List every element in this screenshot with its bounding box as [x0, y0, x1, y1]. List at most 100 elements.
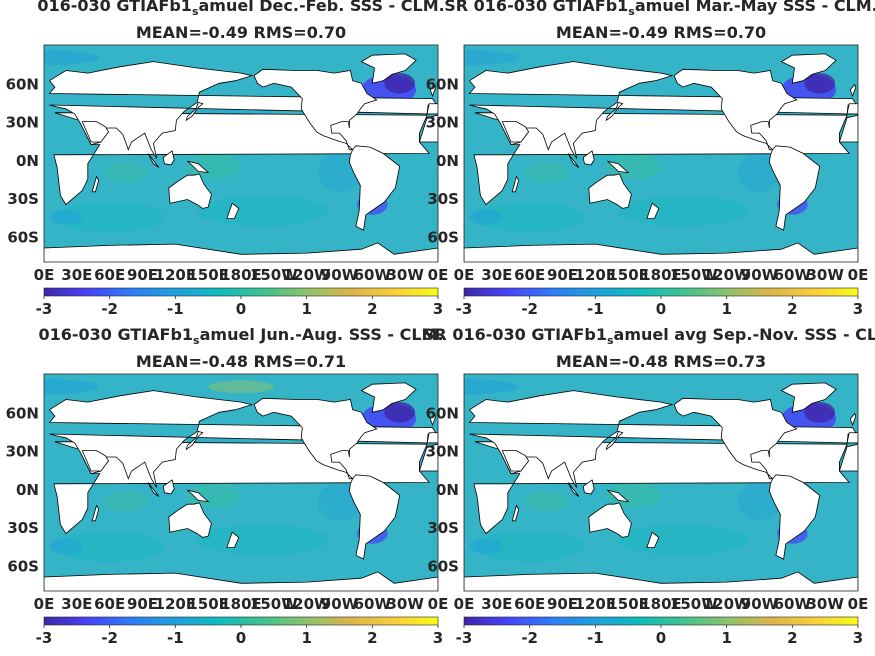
- panel-title-sub: s: [192, 5, 199, 18]
- x-tick-label: 120E: [155, 595, 197, 613]
- land-japan: [605, 430, 624, 451]
- land-westafrica: [418, 443, 438, 472]
- colorbar-tick-label: -2: [521, 300, 538, 318]
- land-japan: [605, 101, 624, 122]
- land-newguinea: [187, 489, 210, 503]
- colorbar-tick-label: -3: [36, 300, 53, 318]
- land-indonesia1: [567, 482, 580, 497]
- anomaly-patch: [208, 380, 274, 394]
- land-eurasia: [48, 61, 437, 159]
- anomaly-patch: [44, 50, 99, 66]
- panel-title-left: 016-030 GTIAFb1: [37, 0, 192, 15]
- map-panel-4: SR 016-030 GTIAFb1samuel avg Sep.-Nov. S…: [423, 325, 875, 647]
- land-australia: [168, 502, 212, 538]
- x-tick-label: 180E: [220, 266, 262, 284]
- anomaly-patch: [54, 531, 165, 562]
- map-area: [464, 45, 858, 262]
- land-southamerica: [348, 145, 401, 231]
- y-tick-label: 0N: [16, 481, 39, 499]
- land-australia: [168, 173, 212, 209]
- colorbar-tick-label: 3: [853, 300, 863, 318]
- x-tick-label: 60W: [774, 266, 812, 284]
- land-iberia: [426, 103, 438, 115]
- land-eurasia: [48, 390, 437, 488]
- land-greenland: [780, 382, 837, 413]
- x-tick-label: 180E: [640, 595, 682, 613]
- panel-title-sub: s: [193, 334, 200, 347]
- land-uk: [849, 83, 857, 98]
- panel-stats: MEAN=-0.49 RMS=0.70: [136, 23, 346, 42]
- anomaly-patch: [617, 195, 749, 227]
- panel-title-left: SR 016-030 GTIAFb1: [444, 0, 628, 15]
- y-tick-label: 60N: [426, 404, 459, 422]
- land-indonesia2: [162, 479, 175, 495]
- anomaly-patch: [617, 524, 749, 556]
- land-antarctica: [464, 242, 858, 262]
- x-tick-label: 90W: [741, 266, 779, 284]
- panel-title-left: SR 016-030 GTIAFb1: [423, 325, 607, 344]
- land-japan: [185, 430, 204, 451]
- colorbar-tick-label: 3: [433, 629, 443, 647]
- x-tick-label: 90E: [127, 266, 158, 284]
- x-tick-label: 150W: [250, 595, 298, 613]
- panel-title-right: amuel Jun.-Aug. SSS - CLM.: [200, 325, 444, 344]
- x-tick-label: 150W: [670, 266, 718, 284]
- land-northamerica: [673, 68, 798, 151]
- land-newguinea: [607, 160, 630, 174]
- land-iberia: [846, 432, 858, 444]
- panel-title-right: amuel avg Sep.-Nov. SSS - CLM.: [614, 325, 875, 344]
- x-tick-label: 30W: [386, 266, 424, 284]
- colorbar-tick-label: 3: [853, 629, 863, 647]
- colorbar-tick-label: 2: [787, 300, 797, 318]
- colorbar-tick-label: -1: [167, 300, 184, 318]
- land-southamerica: [768, 145, 821, 231]
- anomaly-patch: [384, 402, 416, 423]
- land-westafrica: [418, 114, 438, 143]
- anomaly-patch: [54, 202, 165, 233]
- y-tick-label: 30N: [6, 114, 39, 132]
- y-tick-label: 30N: [426, 443, 459, 461]
- x-tick-label: 120E: [155, 266, 197, 284]
- land-indonesia2: [582, 479, 595, 495]
- x-tick-label: 0E: [428, 266, 449, 284]
- colorbar-tick-label: 2: [787, 629, 797, 647]
- y-tick-label: 30S: [427, 190, 459, 208]
- land-greenland: [360, 53, 417, 84]
- map-panel-1: 016-030 GTIAFb1samuel Dec.-Feb. SSS - CL…: [6, 0, 449, 318]
- x-tick-label: 30W: [386, 595, 424, 613]
- colorbar-tick-label: 2: [367, 300, 377, 318]
- anomaly-patch: [474, 531, 585, 562]
- x-tick-label: 120E: [575, 595, 617, 613]
- land-indonesia2: [162, 150, 175, 166]
- land-uk: [429, 83, 437, 98]
- x-tick-label: 30E: [481, 266, 512, 284]
- anomaly-patch: [104, 162, 148, 183]
- panel-title-right: amuel Mar.-May SSS - CLM.: [635, 0, 875, 15]
- panel-stats: MEAN=-0.48 RMS=0.71: [136, 352, 346, 371]
- land-australia: [588, 502, 632, 538]
- map-area: [44, 374, 438, 591]
- x-tick-label: 150W: [670, 595, 718, 613]
- colorbar-tick-label: -2: [101, 300, 118, 318]
- map-frame: [43, 44, 439, 263]
- colorbar: [463, 616, 859, 626]
- anomaly-patch: [186, 482, 241, 509]
- land-uk: [849, 412, 857, 427]
- panel-stats: MEAN=-0.48 RMS=0.73: [556, 352, 766, 371]
- x-tick-label: 30E: [481, 595, 512, 613]
- panel-title: SR 016-030 GTIAFb1samuel Mar.-May SSS - …: [444, 0, 875, 18]
- map-panel-3: 016-030 GTIAFb1samuel Jun.-Aug. SSS - CL…: [6, 325, 449, 647]
- land-madagascar: [91, 504, 100, 522]
- y-tick-label: 30N: [6, 443, 39, 461]
- land-japan: [185, 101, 204, 122]
- land-arabia: [81, 121, 110, 143]
- colorbar-tick-label: 0: [236, 629, 246, 647]
- x-tick-label: 150E: [187, 595, 229, 613]
- panel-stats: MEAN=-0.49 RMS=0.70: [556, 23, 766, 42]
- map-panel-2: SR 016-030 GTIAFb1samuel Mar.-May SSS - …: [426, 0, 875, 318]
- panel-title-left: 016-030 GTIAFb1: [38, 325, 193, 344]
- x-tick-label: 90W: [321, 266, 359, 284]
- land-northamerica: [253, 397, 378, 480]
- x-tick-label: 0E: [848, 595, 869, 613]
